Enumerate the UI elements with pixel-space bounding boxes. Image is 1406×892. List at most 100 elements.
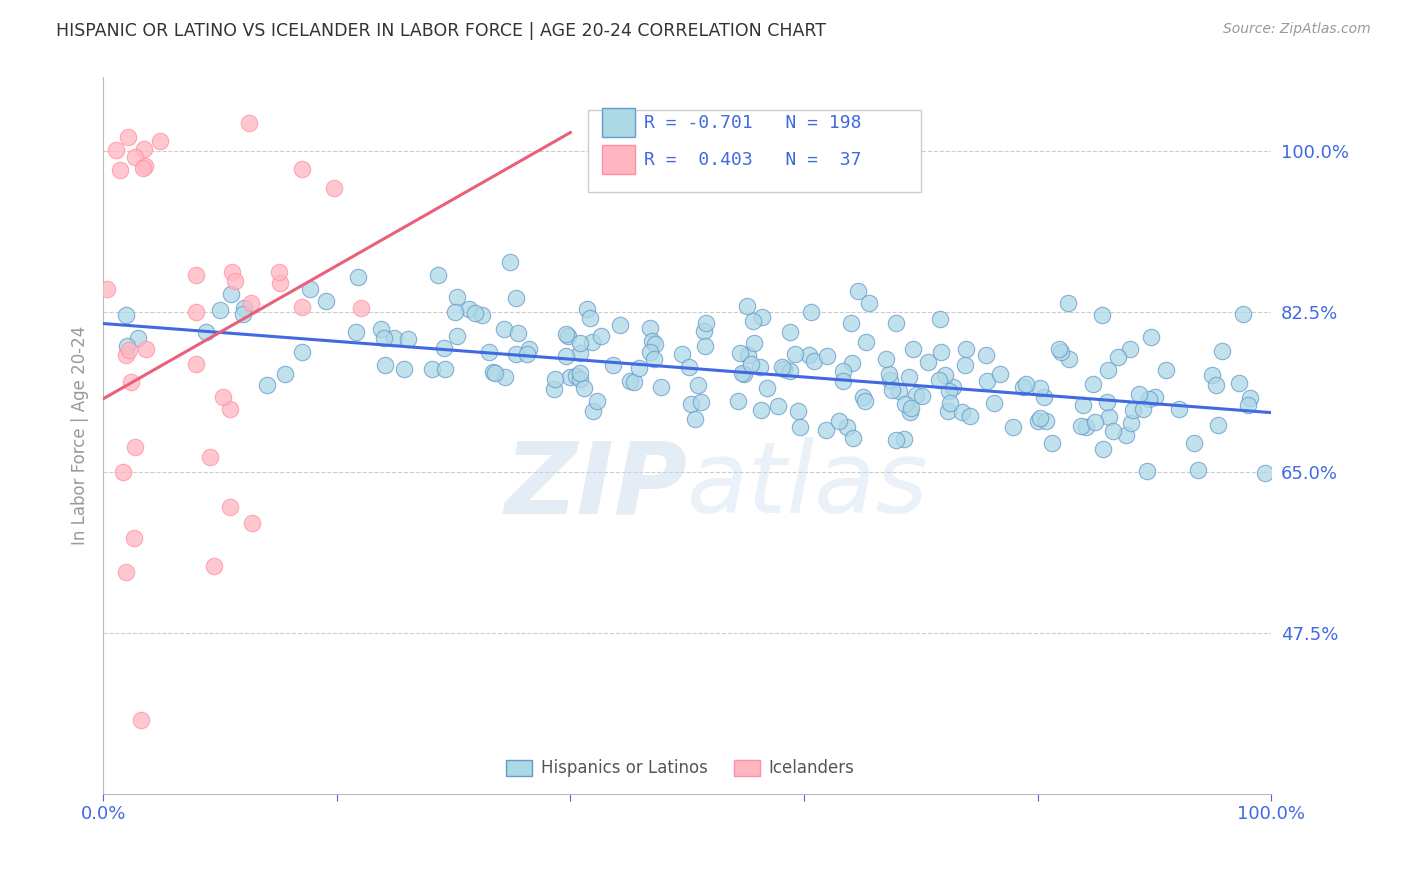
Point (505, 291, 527, 305)
Point (420, 362, 443, 376)
Point (693, 339, 716, 353)
Point (1119, 342, 1142, 356)
Point (678, 360, 700, 375)
Point (446, 290, 468, 304)
Y-axis label: In Labor Force | Age 20-24: In Labor Force | Age 20-24 (72, 326, 89, 545)
Point (942, 380, 965, 394)
Point (1144, 390, 1167, 404)
Point (1107, 350, 1129, 364)
Point (799, 348, 821, 362)
Point (1154, 363, 1177, 377)
Point (120, 375, 142, 389)
Point (186, 357, 208, 371)
Point (1136, 464, 1159, 478)
Point (115, 338, 138, 352)
Text: R = -0.701   N = 198: R = -0.701 N = 198 (644, 113, 862, 131)
Point (505, 347, 527, 361)
Point (1139, 392, 1161, 406)
Point (939, 395, 962, 409)
Point (880, 383, 903, 397)
Point (690, 395, 713, 409)
Point (1102, 424, 1125, 438)
Point (569, 335, 592, 350)
Point (619, 374, 641, 388)
Point (458, 302, 481, 317)
Point (749, 403, 772, 417)
Point (983, 396, 1005, 410)
Point (841, 356, 863, 370)
Point (115, 565, 138, 579)
Point (582, 403, 605, 417)
Point (638, 344, 661, 359)
Point (1071, 398, 1094, 412)
Point (974, 348, 997, 362)
Point (492, 322, 515, 336)
Point (396, 332, 419, 346)
FancyBboxPatch shape (506, 760, 531, 776)
Point (785, 347, 807, 361)
Point (464, 306, 486, 320)
Point (900, 401, 922, 415)
Point (478, 345, 501, 359)
Point (842, 431, 865, 445)
Point (315, 294, 337, 309)
Point (609, 318, 631, 333)
Point (350, 301, 373, 315)
Point (1002, 419, 1025, 434)
Point (749, 359, 772, 374)
FancyBboxPatch shape (602, 145, 634, 174)
Point (1205, 377, 1227, 392)
Point (898, 405, 921, 419)
Point (194, 325, 217, 339)
Point (572, 381, 595, 395)
Point (208, 303, 231, 318)
Point (1035, 414, 1057, 428)
Point (938, 384, 960, 398)
Point (115, 348, 138, 362)
Point (735, 299, 758, 313)
Point (695, 317, 717, 331)
Point (1122, 403, 1144, 417)
Point (959, 409, 981, 424)
Point (766, 399, 789, 413)
Point (484, 366, 506, 380)
Point (273, 368, 295, 382)
Point (557, 329, 579, 343)
Point (779, 325, 801, 339)
Point (446, 329, 468, 343)
Point (565, 368, 588, 383)
Point (728, 346, 751, 360)
Point (1206, 417, 1229, 432)
Point (988, 367, 1011, 381)
Point (1029, 380, 1052, 394)
Point (291, 162, 314, 177)
Point (731, 367, 754, 381)
Point (1097, 363, 1119, 377)
Point (433, 362, 456, 376)
Point (950, 405, 973, 419)
Point (848, 284, 870, 298)
Point (1227, 376, 1250, 390)
Point (374, 358, 396, 372)
Point (1239, 391, 1261, 405)
Point (186, 304, 208, 318)
Point (901, 342, 924, 356)
Text: Hispanics or Latinos: Hispanics or Latinos (541, 759, 709, 777)
Point (1074, 420, 1097, 434)
Point (134, 159, 156, 173)
Point (1128, 387, 1150, 401)
Point (643, 351, 665, 366)
Point (122, 531, 145, 545)
Point (471, 308, 494, 322)
Point (773, 362, 796, 376)
Point (679, 397, 702, 411)
Point (928, 373, 950, 387)
Point (112, 466, 135, 480)
Point (568, 366, 591, 380)
Point (688, 377, 710, 392)
FancyBboxPatch shape (734, 760, 759, 776)
Point (433, 342, 456, 356)
Point (568, 345, 591, 359)
Point (494, 370, 516, 384)
Point (218, 401, 240, 416)
